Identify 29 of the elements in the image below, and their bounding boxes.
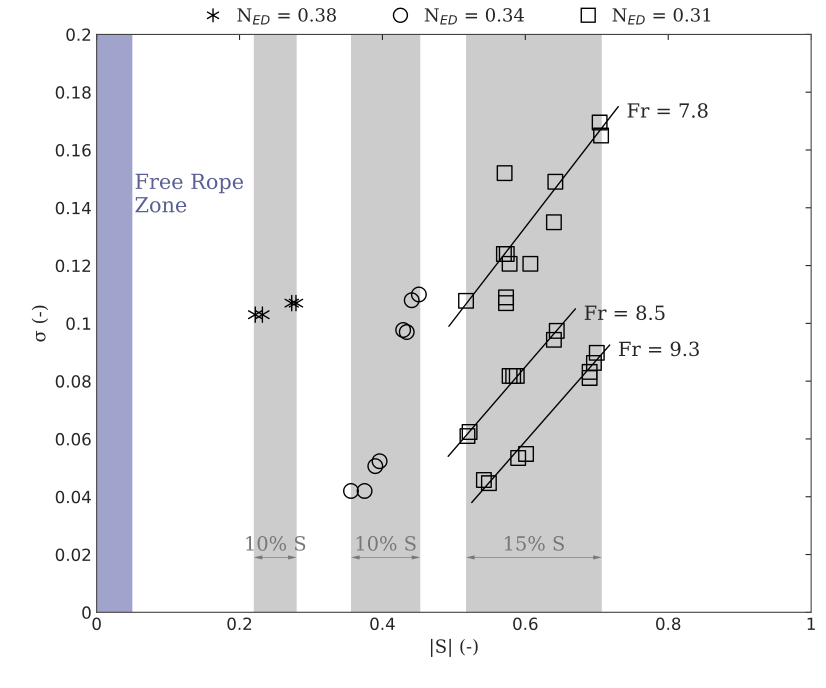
y-tick-label: 0.08 — [56, 375, 91, 388]
x-axis-title: |S| (-) — [430, 638, 478, 657]
annotation: Fr = 7.8 — [628, 103, 708, 118]
y-tick-label: 0.06 — [56, 432, 91, 446]
annotation: Fr = 8.5 — [584, 305, 665, 320]
y-tick-label: 0.12 — [56, 260, 90, 272]
y-tick-label: 0.1 — [66, 317, 90, 330]
band-label: 15% S — [504, 536, 564, 551]
legend-label: N$_{ED}$ = 0.38 — [237, 8, 336, 24]
x-tick-label: 0 — [92, 617, 101, 630]
legend-label: N$_{ED}$ = 0.31 — [612, 8, 710, 24]
y-tick-label: 0.02 — [56, 548, 90, 562]
x-tick-label: 1 — [808, 618, 815, 630]
x-tick-label: 0.4 — [370, 617, 395, 630]
band-label: Free Rope Zone — [135, 174, 244, 213]
legend-label: N$_{ED}$ = 0.34 — [424, 8, 524, 24]
y-axis-title: σ (-) — [32, 306, 48, 342]
band-label: 10% S — [246, 536, 306, 551]
y-tick-label: 0.16 — [56, 144, 91, 157]
y-tick-label: 0.04 — [56, 490, 91, 504]
x-tick-label: 0.6 — [513, 617, 538, 630]
y-tick-label: 0.18 — [56, 86, 91, 99]
y-tick-label: 0 — [82, 606, 91, 619]
x-tick-label: 0.2 — [227, 617, 252, 630]
x-tick-label: 0.8 — [656, 617, 680, 630]
annotation: Fr = 9.3 — [619, 342, 699, 356]
y-tick-label: 0.14 — [56, 202, 91, 214]
band-label: 10% S — [356, 536, 416, 551]
y-tick-label: 0.2 — [66, 28, 90, 41]
